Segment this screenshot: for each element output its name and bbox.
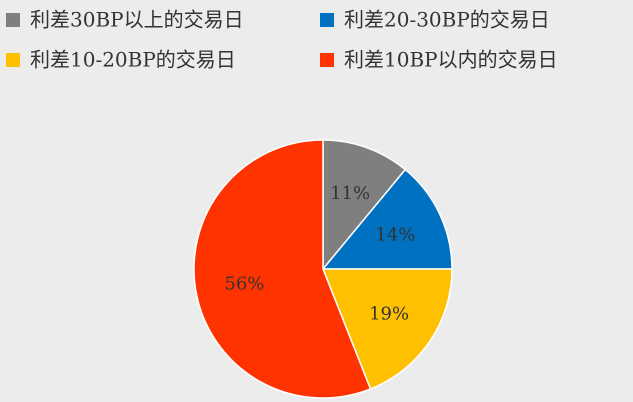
chart-legend: 利差30BP以上的交易日 利差20-30BP的交易日 利差10-20BP的交易日… — [0, 0, 633, 80]
legend-item-10-20bp: 利差10-20BP的交易日 — [6, 44, 236, 72]
legend-item-under-10bp: 利差10BP以内的交易日 — [320, 44, 558, 72]
legend-swatch-20-30bp — [320, 12, 334, 27]
legend-item-20-30bp: 利差20-30BP的交易日 — [320, 4, 550, 32]
pie-slice-10-20bp — [321, 268, 453, 390]
legend-swatch-10-20bp — [6, 52, 20, 67]
legend-label-30bp-plus: 利差30BP以上的交易日 — [30, 7, 244, 32]
legend-label-20-30bp: 利差20-30BP的交易日 — [344, 7, 550, 32]
pie-slice-30bp-plus — [322, 139, 407, 272]
data-label-under-10bp: 56% — [224, 274, 264, 295]
data-label-10-20bp: 19% — [369, 304, 409, 325]
legend-label-10-20bp: 利差10-20BP的交易日 — [30, 47, 236, 72]
pie-slice-20-30bp — [321, 168, 453, 270]
data-label-30bp-plus: 11% — [330, 183, 370, 204]
legend-swatch-30bp-plus — [6, 12, 20, 27]
data-label-20-30bp: 14% — [375, 224, 415, 245]
legend-label-under-10bp: 利差10BP以内的交易日 — [344, 47, 558, 72]
pie-slice-under-10bp — [193, 139, 372, 399]
legend-swatch-under-10bp — [320, 52, 334, 67]
legend-item-30bp-plus: 利差30BP以上的交易日 — [6, 4, 244, 32]
